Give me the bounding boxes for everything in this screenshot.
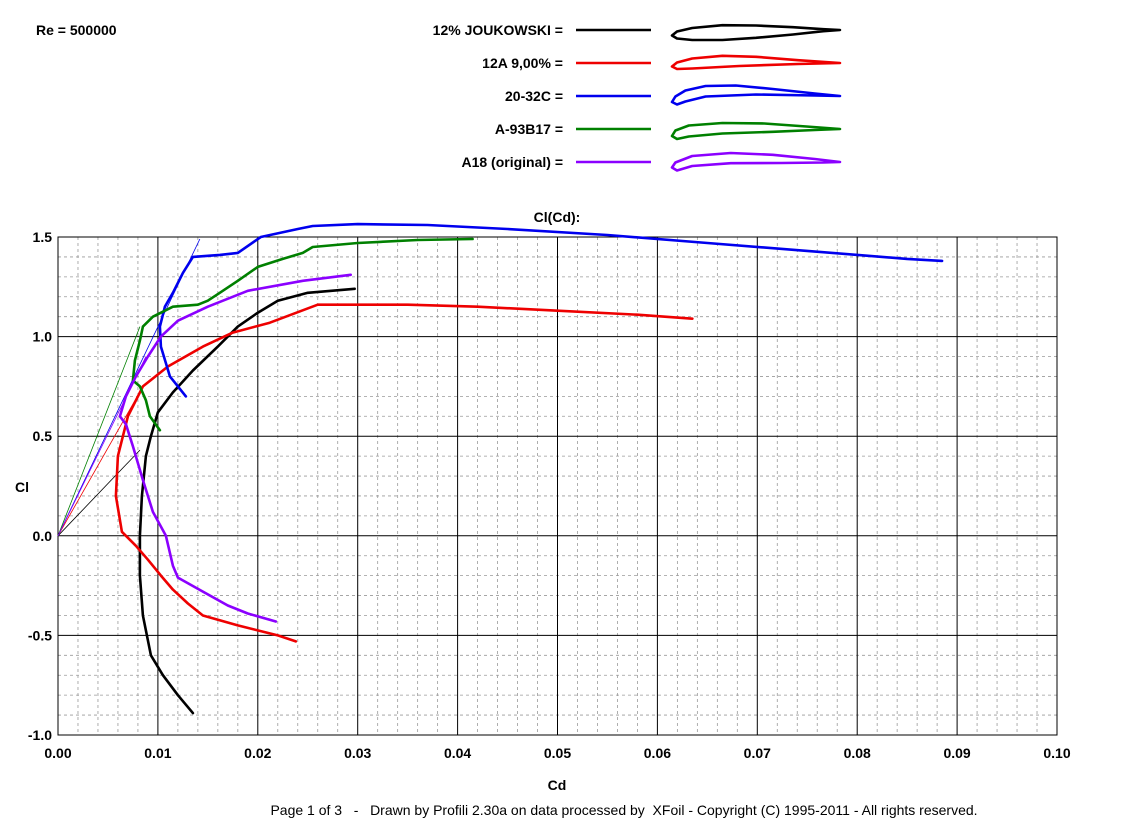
x-tick-label: 0.08: [844, 745, 871, 761]
legend-label-2: 12A 9,00% =: [482, 55, 563, 71]
legend-label-5: A18 (original) =: [461, 154, 563, 170]
y-axis-label: Cl: [15, 479, 29, 495]
series-line-4: [131, 237, 474, 432]
series-line-3: [158, 222, 944, 398]
legend-airfoil-1: [670, 23, 842, 42]
y-tick-label: -1.0: [28, 727, 52, 743]
series-line-1: [138, 287, 356, 715]
major-grid: [58, 237, 1057, 735]
legend-airfoil-2: [670, 54, 842, 71]
series-line-2: [114, 303, 694, 643]
legend-label-1: 12% JOUKOWSKI =: [433, 22, 563, 38]
x-axis-ticks: 0.00 0.01 0.02 0.03 0.04 0.05 0.06 0.07 0.08 0.09…: [44, 745, 1070, 761]
tangent-line: [57, 386, 144, 536]
x-tick-label: 0.05: [544, 745, 571, 761]
x-axis-label: Cd: [548, 777, 567, 793]
x-tick-label: 0.09: [943, 745, 970, 761]
x-tick-label: 0.00: [44, 745, 71, 761]
x-tick-label: 0.03: [344, 745, 371, 761]
y-tick-label: 0.0: [33, 528, 53, 544]
reynolds-label: Re = 500000: [36, 22, 117, 38]
plot-frame: [57, 236, 1058, 736]
series-line-5: [118, 273, 352, 623]
x-tick-label: 0.02: [244, 745, 271, 761]
x-tick-label: 0.10: [1043, 745, 1070, 761]
y-tick-label: -0.5: [28, 627, 52, 643]
y-axis-ticks: 1.5 1.0 0.5 0.0 -0.5 -1.0: [28, 229, 52, 743]
series-curves: [114, 222, 944, 715]
tangent-line: [57, 449, 141, 537]
chart-title: Cl(Cd):: [534, 209, 581, 225]
tangent-line: [57, 326, 141, 536]
x-tick-label: 0.06: [644, 745, 671, 761]
legend-label-4: A-93B17 =: [495, 121, 563, 137]
legend-label-3: 20-32C =: [505, 88, 563, 104]
y-tick-label: 0.5: [33, 428, 53, 444]
y-tick-label: 1.5: [33, 229, 53, 245]
legend-airfoil-3: [670, 84, 842, 106]
x-tick-label: 0.01: [144, 745, 171, 761]
legend-airfoil-5: [670, 151, 842, 172]
footer-text: Page 1 of 3 - Drawn by Profili 2.30a on …: [270, 802, 977, 818]
legend: 12% JOUKOWSKI = 12A 9,00% = 20-32C = A-93B1…: [433, 22, 842, 172]
legend-airfoil-4: [670, 121, 842, 141]
x-tick-label: 0.07: [744, 745, 771, 761]
y-tick-label: 1.0: [33, 329, 53, 345]
x-tick-label: 0.04: [444, 745, 471, 761]
